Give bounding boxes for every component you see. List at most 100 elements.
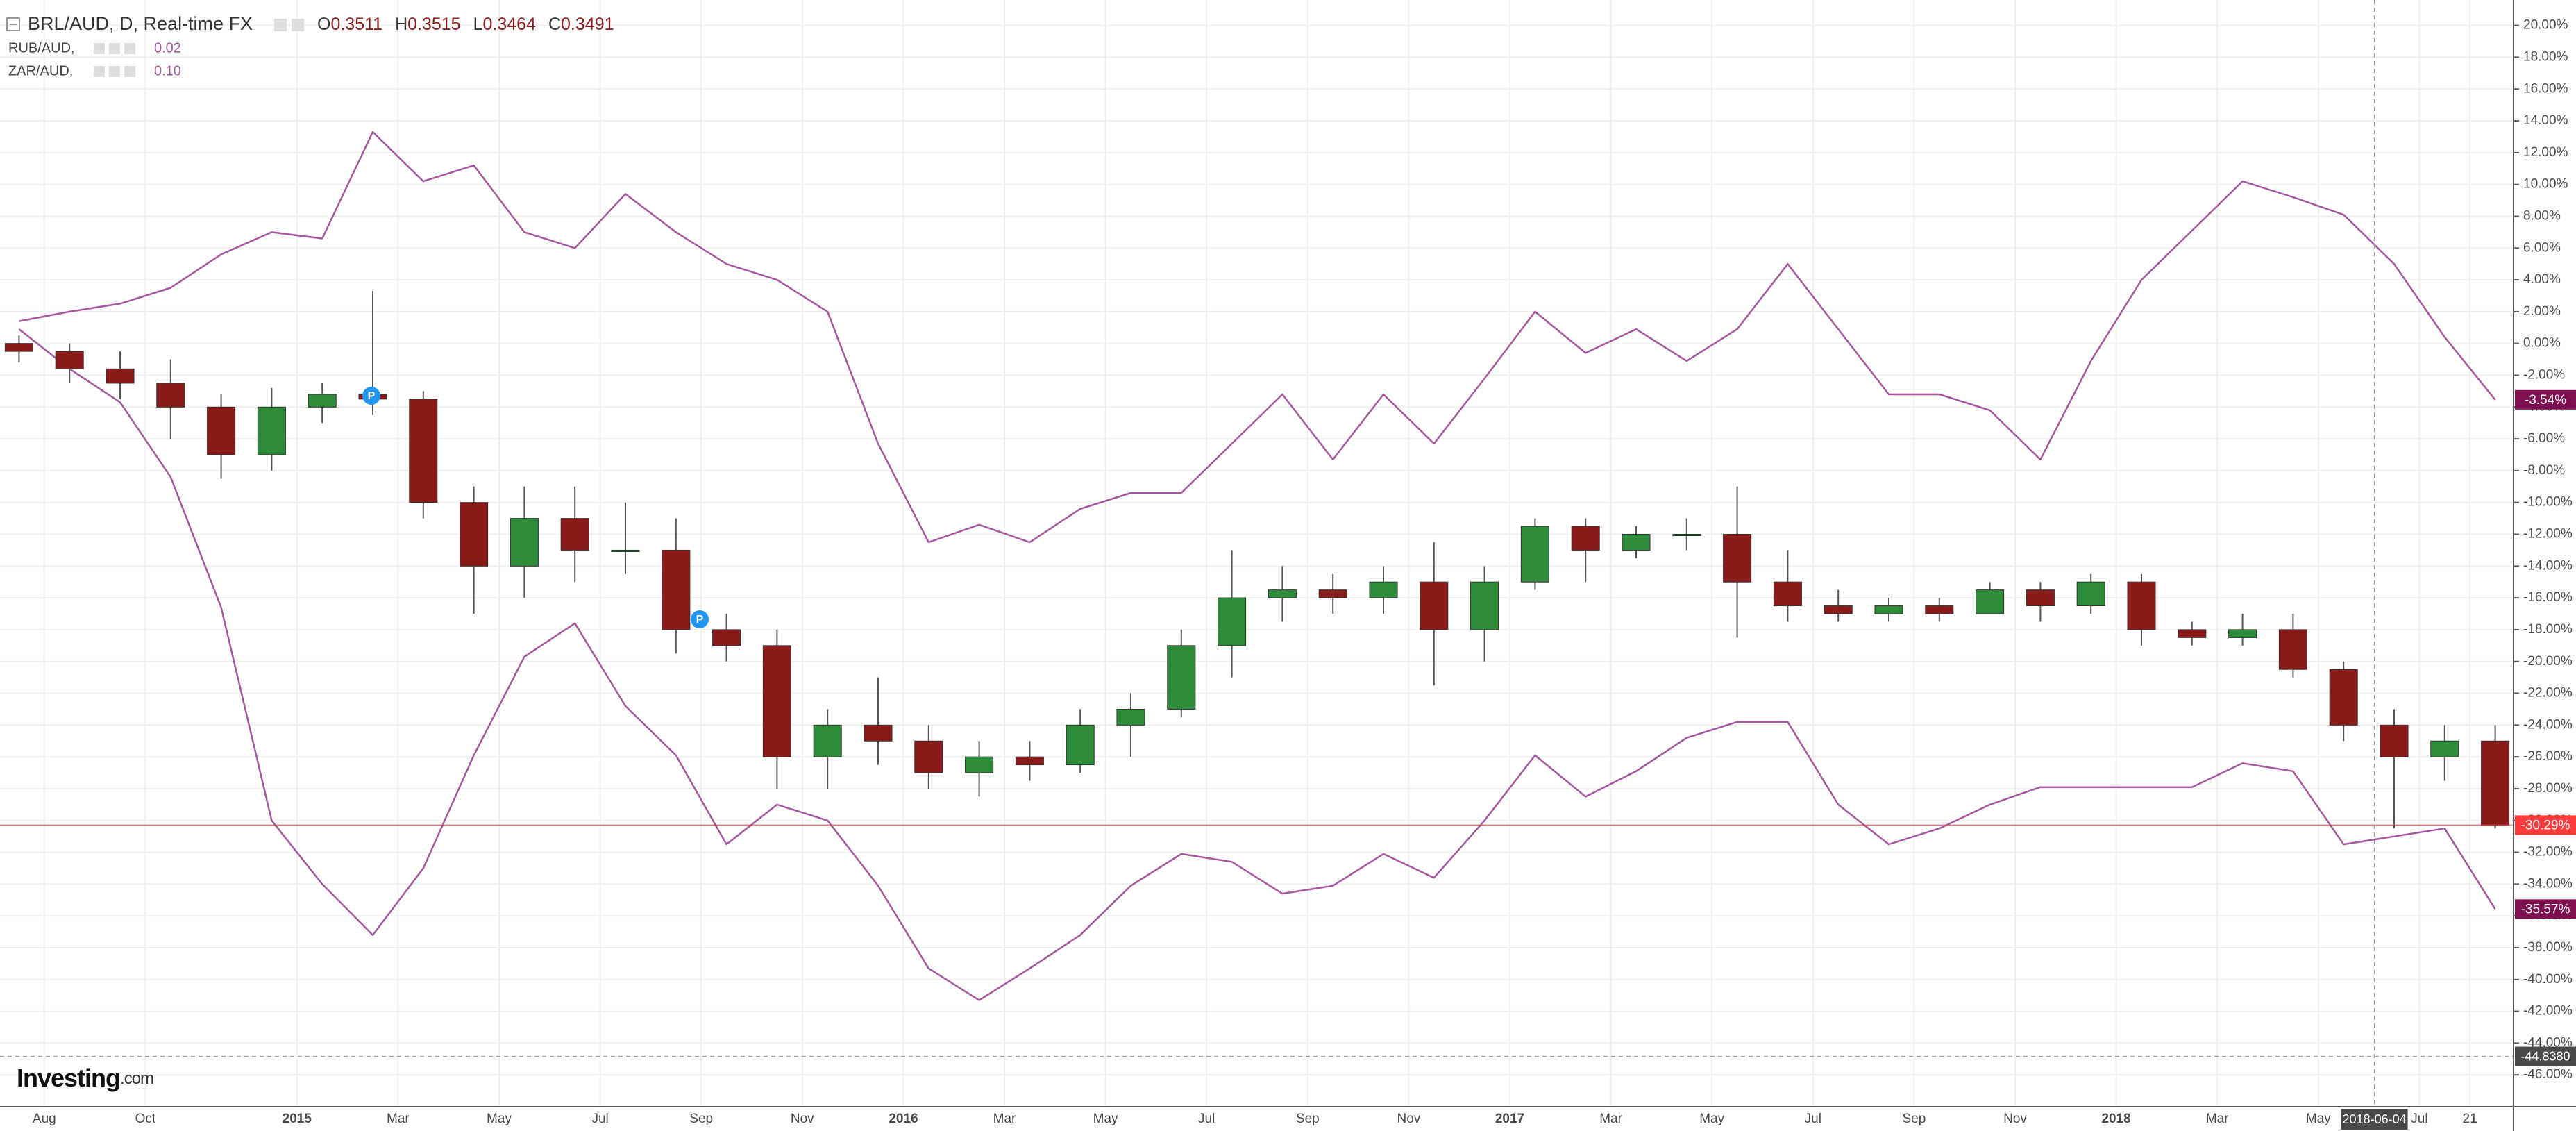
x-tick-label: Aug xyxy=(33,1112,56,1126)
ohlc-value: 0.3491 xyxy=(561,15,614,34)
candle-body xyxy=(1420,581,1449,630)
candle-body xyxy=(1874,605,1903,614)
candle-body xyxy=(1976,589,2005,614)
candle-body xyxy=(1622,534,1651,551)
candle-body xyxy=(965,756,994,773)
ohlc-key: L xyxy=(473,15,483,34)
candle-body xyxy=(662,549,691,630)
candle-body xyxy=(2127,581,2156,630)
plot xyxy=(0,0,2514,1107)
last-value-label: -30.29% xyxy=(2521,818,2570,832)
header-icon[interactable] xyxy=(274,19,287,31)
y-tick-label: -24.00% xyxy=(2523,717,2573,732)
candle-body xyxy=(2278,629,2307,670)
candle-body xyxy=(2481,740,2510,826)
candle-body xyxy=(560,518,589,551)
y-tick-label: -42.00% xyxy=(2523,1004,2573,1019)
candle-body xyxy=(1369,581,1398,598)
legend-icon[interactable] xyxy=(94,66,105,77)
candle-body xyxy=(1571,526,1600,551)
y-tick-label: -20.00% xyxy=(2523,654,2573,669)
event-marker-label: P xyxy=(368,390,376,402)
candle-body xyxy=(1824,605,1853,614)
legend-icon[interactable] xyxy=(124,43,135,54)
header-icon[interactable] xyxy=(292,19,304,31)
y-tick-label: -16.00% xyxy=(2523,590,2573,605)
candle-body xyxy=(712,629,741,646)
candle-body xyxy=(257,406,286,455)
y-tick-label: -2.00% xyxy=(2523,368,2565,383)
x-tick-label: Mar xyxy=(1599,1112,1622,1126)
candle-body xyxy=(55,351,84,369)
legend-value: 0.10 xyxy=(154,63,181,78)
crosshair-x-label: 2018-06-04 xyxy=(2343,1112,2407,1126)
x-tick-label: Nov xyxy=(2003,1112,2027,1126)
candle-body xyxy=(308,394,337,408)
candle-body xyxy=(762,645,791,757)
candle-body xyxy=(460,502,489,567)
candle-body xyxy=(611,549,640,552)
y-tick-label: -44.00% xyxy=(2523,1035,2573,1050)
candle-body xyxy=(2430,740,2459,757)
y-tick-label: 0.00% xyxy=(2523,336,2561,351)
y-tick-label: -34.00% xyxy=(2523,876,2573,891)
grid xyxy=(0,0,2514,1107)
legend-entry: ZAR/AUD, xyxy=(8,63,73,78)
x-tick-label: Jul xyxy=(2411,1112,2427,1126)
y-tick-label: 12.00% xyxy=(2523,145,2568,160)
x-tick-label: Mar xyxy=(993,1112,1016,1126)
y-tick-label: -32.00% xyxy=(2523,845,2573,860)
event-marker[interactable] xyxy=(362,387,380,405)
ohlc-key: H xyxy=(395,15,407,34)
y-tick-label: -46.00% xyxy=(2523,1067,2573,1082)
y-tick-label: 10.00% xyxy=(2523,177,2568,192)
candle-body xyxy=(2329,669,2358,726)
logo-main: Investing xyxy=(17,1064,120,1092)
ohlc-value: 0.3511 xyxy=(330,15,382,34)
y-tick-label: -14.00% xyxy=(2523,558,2573,573)
legend-icon[interactable] xyxy=(109,43,120,54)
candle-body xyxy=(2026,589,2055,607)
logo: Investing.com xyxy=(17,1064,153,1092)
crosshair-y-box xyxy=(2515,1046,2576,1066)
x-tick-label: May xyxy=(1699,1112,1724,1126)
last-value-label: -35.57% xyxy=(2521,902,2570,916)
candle-body xyxy=(1015,756,1044,766)
last-value-label: -3.54% xyxy=(2525,393,2566,408)
candle-body xyxy=(1470,581,1499,630)
last-value-box xyxy=(2515,899,2576,919)
candle-body xyxy=(1167,645,1196,710)
candle-body xyxy=(2380,724,2409,757)
x-tick-label: Mar xyxy=(2206,1112,2229,1126)
y-tick-label: -38.00% xyxy=(2523,940,2573,955)
y-tick-label: 16.00% xyxy=(2523,81,2568,96)
candle-body xyxy=(813,724,842,757)
x-tick-label: 2017 xyxy=(1495,1112,1524,1126)
y-tick-label: -18.00% xyxy=(2523,622,2573,637)
candle-body xyxy=(1318,589,1347,598)
legend-icon[interactable] xyxy=(109,66,120,77)
x-tick-label: 2016 xyxy=(889,1112,918,1126)
candle-body xyxy=(207,406,236,455)
legend-icon[interactable] xyxy=(124,66,135,77)
legend-icon[interactable] xyxy=(94,43,105,54)
candle-body xyxy=(864,724,893,742)
event-marker[interactable] xyxy=(691,610,709,628)
candle-body xyxy=(2178,629,2207,638)
y-tick-label: -40.00% xyxy=(2523,972,2573,987)
y-tick-label: -12.00% xyxy=(2523,527,2573,542)
y-tick-label: 8.00% xyxy=(2523,208,2561,223)
event-marker-label: P xyxy=(696,614,704,626)
ohlc-value: 0.3515 xyxy=(407,15,460,34)
x-tick-label: 2015 xyxy=(283,1112,312,1126)
x-tick-label: Jul xyxy=(1805,1112,1821,1126)
y-tick-label: 14.00% xyxy=(2523,113,2568,128)
x-tick-label: Jul xyxy=(1198,1112,1215,1126)
x-tick-label: May xyxy=(1093,1112,1118,1126)
candle-body xyxy=(2076,581,2105,607)
collapse-icon[interactable] xyxy=(6,17,20,31)
line-series xyxy=(18,328,2496,1001)
ohlc-readout: O0.3511 H0.3515 L0.3464 C0.3491 xyxy=(317,15,614,34)
